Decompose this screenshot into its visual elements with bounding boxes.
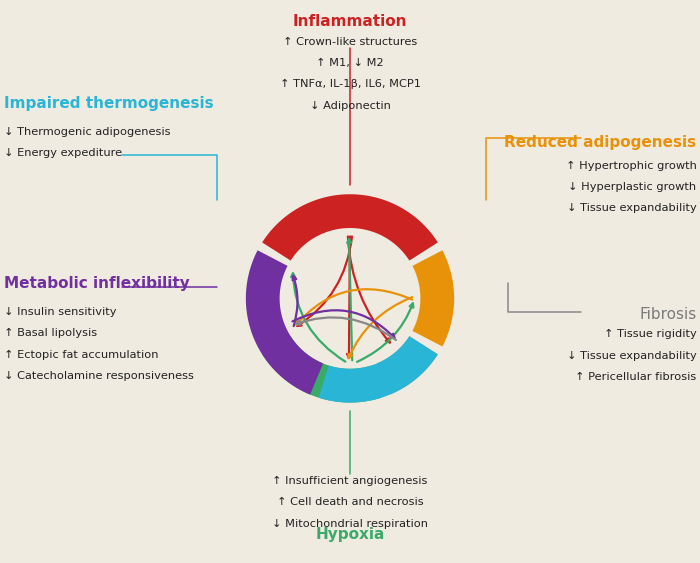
Text: ↓ Insulin sensitivity: ↓ Insulin sensitivity [4,307,116,317]
Polygon shape [262,194,438,261]
Text: ↑ Insufficient angiogenesis: ↑ Insufficient angiogenesis [272,476,428,486]
Polygon shape [246,251,323,395]
Text: Reduced adipogenesis: Reduced adipogenesis [505,135,696,150]
Polygon shape [377,336,438,395]
Text: ↑ M1, ↓ M2: ↑ M1, ↓ M2 [316,58,384,68]
FancyArrowPatch shape [291,273,345,361]
Text: Fibrosis: Fibrosis [639,307,696,322]
Text: Inflammation: Inflammation [293,14,407,29]
FancyArrowPatch shape [298,236,352,326]
Text: ↑ Pericellular fibrosis: ↑ Pericellular fibrosis [575,372,696,382]
Polygon shape [412,251,454,346]
FancyArrowPatch shape [349,297,412,358]
FancyArrowPatch shape [348,236,390,342]
FancyArrowPatch shape [293,310,395,338]
Text: ↑ Basal lipolysis: ↑ Basal lipolysis [4,328,97,338]
FancyArrowPatch shape [296,289,412,325]
Text: ↑ Hypertrophic growth: ↑ Hypertrophic growth [566,160,696,171]
Text: ↑ Tissue rigidity: ↑ Tissue rigidity [603,329,696,339]
Text: Metabolic inflexibility: Metabolic inflexibility [4,276,189,291]
Text: ↑ Crown-like structures: ↑ Crown-like structures [283,37,417,47]
Text: ↓ Tissue expandability: ↓ Tissue expandability [567,203,696,213]
FancyArrowPatch shape [296,318,396,340]
Text: ↓ Catecholamine responsiveness: ↓ Catecholamine responsiveness [4,371,193,381]
Text: ↓ Tissue expandability: ↓ Tissue expandability [567,351,696,361]
Text: ↓ Adiponectin: ↓ Adiponectin [309,101,391,111]
Text: ↓ Thermogenic adipogenesis: ↓ Thermogenic adipogenesis [4,127,170,137]
FancyArrowPatch shape [347,236,351,358]
Text: Hypoxia: Hypoxia [315,526,385,542]
Text: ↓ Hyperplastic growth: ↓ Hyperplastic growth [568,182,696,192]
Text: Impaired thermogenesis: Impaired thermogenesis [4,96,213,111]
Polygon shape [318,336,438,403]
FancyArrowPatch shape [357,303,414,362]
FancyArrowPatch shape [347,239,352,360]
FancyArrowPatch shape [293,276,297,326]
Text: ↑ Cell death and necrosis: ↑ Cell death and necrosis [276,497,424,507]
Text: ↓ Mitochondrial respiration: ↓ Mitochondrial respiration [272,519,428,529]
Polygon shape [262,336,382,403]
Text: ↑ TNFα, IL-1β, IL6, MCP1: ↑ TNFα, IL-1β, IL6, MCP1 [279,79,421,90]
Text: ↑ Ectopic fat accumulation: ↑ Ectopic fat accumulation [4,350,158,360]
Text: ↓ Energy expediture: ↓ Energy expediture [4,148,122,158]
